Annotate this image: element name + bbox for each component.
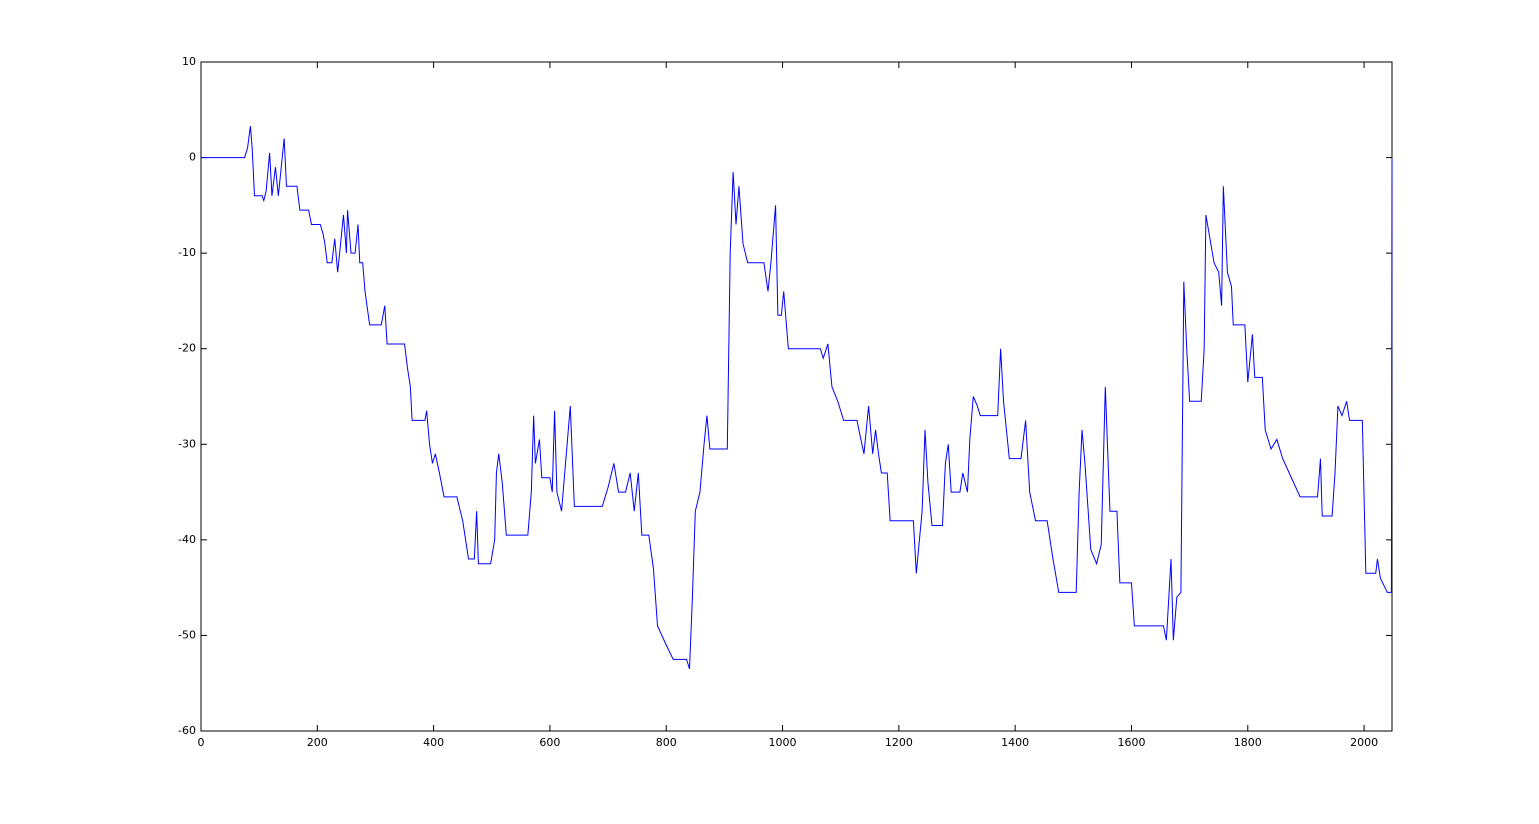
data-line [201, 125, 1393, 670]
x-tick-label: 0 [198, 736, 205, 749]
y-tick-label: 10 [182, 55, 196, 68]
y-tick-label: -30 [178, 437, 196, 450]
y-tick-label: -10 [178, 246, 196, 259]
x-tick-label: 1400 [1001, 736, 1029, 749]
x-tick-label: 1000 [769, 736, 797, 749]
y-tick-label: -40 [178, 533, 196, 546]
x-tick-label: 1600 [1117, 736, 1145, 749]
y-tick-label: 0 [189, 151, 196, 164]
y-tick-label: -20 [178, 342, 196, 355]
x-tick-label: 400 [423, 736, 444, 749]
x-tick-label: 1200 [885, 736, 913, 749]
plot-frame [200, 61, 1393, 732]
y-tick-label: -60 [178, 724, 196, 737]
x-tick-label: 2000 [1350, 736, 1378, 749]
x-tick-label: 1800 [1234, 736, 1262, 749]
x-tick-label: 200 [307, 736, 328, 749]
x-tick-label: 800 [656, 736, 677, 749]
y-tick-label: -50 [178, 628, 196, 641]
x-tick-label: 600 [539, 736, 560, 749]
